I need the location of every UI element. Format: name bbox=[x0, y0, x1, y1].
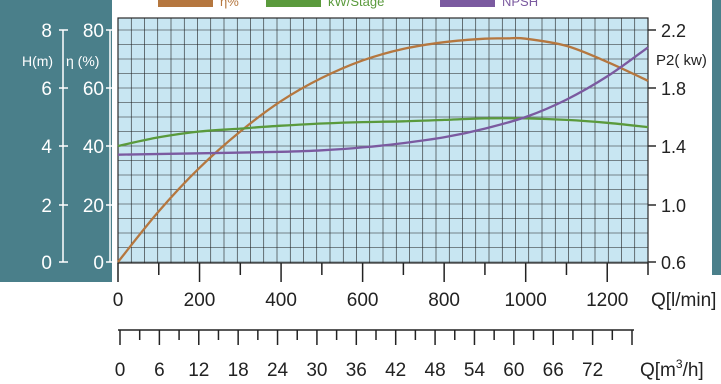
flow-m3-tick-label: 60 bbox=[503, 360, 524, 381]
h-tick-8: 8 bbox=[41, 21, 52, 42]
p2-axis-label: P2( kw) bbox=[656, 52, 707, 69]
flow-m3-tick-label: 72 bbox=[582, 360, 603, 381]
flow-m3-axis-label: Q[m3/h] bbox=[640, 357, 704, 381]
eta-axis-label: η (%) bbox=[66, 53, 99, 69]
flow-tick-label: 200 bbox=[184, 290, 216, 311]
eta-tick-60: 60 bbox=[83, 79, 104, 100]
flow-m3-tick-label: 42 bbox=[385, 360, 406, 381]
legend-label-eta: η% bbox=[220, 0, 239, 9]
h-tick-2: 2 bbox=[41, 196, 52, 217]
flow-m3-tick-label: 30 bbox=[306, 360, 327, 381]
flow-m3-tick-label: 66 bbox=[543, 360, 564, 381]
flow-m3-tick-label: 6 bbox=[154, 360, 165, 381]
series-line-2 bbox=[117, 46, 649, 156]
left-axis-lines bbox=[59, 29, 114, 263]
left-axis-band bbox=[0, 0, 112, 282]
legend-swatch-kw bbox=[266, 0, 321, 7]
h-axis-label: H(m) bbox=[22, 53, 53, 69]
h-tick-0: 0 bbox=[41, 253, 52, 274]
eta-tick-40: 40 bbox=[83, 137, 104, 158]
eta-tick-20: 20 bbox=[83, 196, 104, 217]
eta-tick-80: 80 bbox=[83, 21, 104, 42]
p2-tick-0.6: 0.6 bbox=[661, 253, 686, 273]
h-tick-6: 6 bbox=[41, 79, 52, 100]
p2-tick-1.0: 1.0 bbox=[661, 196, 686, 216]
p2-tick-1.8: 1.8 bbox=[661, 79, 686, 99]
flow-m3-tick-label: 48 bbox=[425, 360, 446, 381]
flow-m3-label-main: Q[m bbox=[640, 360, 676, 381]
flow-axis: 0 200 400 600 800 1000 1200 bbox=[113, 263, 649, 311]
right-axis-ticks bbox=[648, 29, 656, 263]
curves bbox=[117, 36, 649, 263]
flow-axis-label: Q[l/min] bbox=[651, 290, 716, 311]
right-edge-strip bbox=[712, 0, 721, 275]
flow-tick-label: 0 bbox=[113, 290, 124, 311]
flow-tick-label: 800 bbox=[428, 290, 460, 311]
legend-label-kw: kW/Stage bbox=[328, 0, 384, 9]
flow-m3-tick-label: 36 bbox=[346, 360, 367, 381]
flow-tick-label: 1000 bbox=[505, 290, 547, 311]
legend-label-npsh: NPSH bbox=[502, 0, 538, 9]
flow-m3-axis: 0 6 12 18 24 30 36 42 48 54 60 66 72 bbox=[115, 329, 634, 381]
flow-m3-tick-label: 18 bbox=[228, 360, 249, 381]
legend-swatch-npsh bbox=[440, 0, 495, 7]
flow-tick-label: 400 bbox=[265, 290, 297, 311]
grid-lines bbox=[118, 18, 648, 263]
flow-tick-label: 1200 bbox=[586, 290, 628, 311]
flow-tick-label: 600 bbox=[347, 290, 379, 311]
flow-m3-tick-label: 0 bbox=[115, 360, 126, 381]
flow-m3-label-sup: 3 bbox=[676, 357, 683, 371]
series-line-1 bbox=[117, 117, 649, 148]
h-tick-4: 4 bbox=[41, 137, 52, 158]
flow-m3-tick-label: 54 bbox=[464, 360, 486, 381]
series-line-0 bbox=[117, 36, 649, 263]
legend: η% kW/Stage NPSH bbox=[158, 0, 538, 9]
flow-m3-tick-label: 24 bbox=[267, 360, 289, 381]
eta-tick-0: 0 bbox=[93, 253, 104, 274]
flow-m3-tick-label: 12 bbox=[188, 360, 209, 381]
legend-swatch-eta bbox=[158, 0, 213, 7]
p2-tick-2.2: 2.2 bbox=[661, 21, 686, 41]
flow-m3-label-tail: /h] bbox=[683, 360, 704, 381]
p2-tick-1.4: 1.4 bbox=[661, 137, 686, 157]
